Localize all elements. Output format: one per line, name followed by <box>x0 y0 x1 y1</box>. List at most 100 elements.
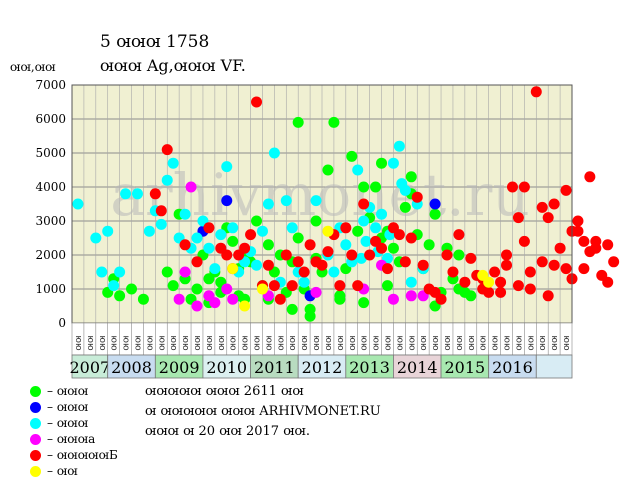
data-point <box>608 256 620 268</box>
legend-label: – ꙕꙕ <box>47 464 78 478</box>
data-point <box>578 263 590 275</box>
year-label: 2015 <box>444 358 485 377</box>
data-point <box>167 157 179 169</box>
data-point <box>292 256 304 268</box>
legend-item: – ꙕꙕꙕa <box>30 431 95 447</box>
data-point <box>376 242 388 254</box>
data-point <box>221 161 233 173</box>
data-point <box>602 276 614 288</box>
data-point <box>280 195 292 207</box>
x-tick-label: ꙕꙕ <box>455 335 465 350</box>
x-tick-label: ꙕꙕ <box>360 335 370 350</box>
year-label: 2010 <box>206 358 247 377</box>
year-label: 2011 <box>254 358 295 377</box>
chart-title: 5 ꙕꙕꙕ 1758 <box>100 32 210 52</box>
data-point <box>316 259 328 271</box>
data-point <box>72 198 84 210</box>
data-point <box>495 276 507 288</box>
x-tick-label: ꙕꙕ <box>229 335 239 350</box>
data-point <box>304 310 316 322</box>
data-point <box>578 235 590 247</box>
data-point <box>352 280 364 292</box>
data-point <box>114 266 126 278</box>
data-point <box>292 116 304 128</box>
data-point <box>298 266 310 278</box>
data-point <box>131 188 143 200</box>
x-tick-label: ꙕꙕ <box>372 335 382 350</box>
data-point <box>429 208 441 220</box>
data-point <box>179 208 191 220</box>
data-point <box>221 249 233 261</box>
data-point <box>179 266 191 278</box>
x-tick-label: ꙕꙕ <box>538 335 548 350</box>
data-point <box>221 283 233 295</box>
data-point <box>298 276 310 288</box>
year-label: 2009 <box>159 358 200 377</box>
x-tick-label: ꙕꙕ <box>550 335 560 350</box>
year-label: 2014 <box>397 358 438 377</box>
x-tick-label: ꙕꙕ <box>395 335 405 350</box>
data-point <box>268 147 280 159</box>
data-point <box>364 249 376 261</box>
data-point <box>360 235 372 247</box>
legend-marker <box>30 465 41 477</box>
legend-label: – ꙕꙕꙕa <box>47 432 96 446</box>
data-point <box>209 297 221 309</box>
data-point <box>376 157 388 169</box>
y-tick-label: 7000 <box>35 78 66 92</box>
data-point <box>560 184 572 196</box>
data-point <box>203 242 215 254</box>
x-tick-label: ꙕꙕ <box>253 335 263 350</box>
y-tick-label: 3000 <box>35 214 66 228</box>
data-point <box>411 191 423 203</box>
x-tick-label: ꙕꙕ <box>467 335 477 350</box>
data-point <box>465 290 477 302</box>
info-date: ꙕꙕꙕ ꙕ 20 ꙕꙕ 2017 ꙕꙕ. <box>145 424 310 439</box>
data-point <box>251 215 263 227</box>
x-tick-label: ꙕꙕ <box>264 335 274 350</box>
data-point <box>459 276 471 288</box>
data-point <box>340 239 352 251</box>
data-point <box>96 266 108 278</box>
data-point <box>387 157 399 169</box>
info-total: ꙕꙕꙕꙕꙕ ꙕꙕꙕ 2611 ꙕꙕ <box>145 384 304 399</box>
data-point <box>554 242 566 254</box>
x-tick-label: ꙕꙕ <box>491 335 501 350</box>
y-tick-label: 0 <box>58 316 66 330</box>
data-point <box>221 195 233 207</box>
data-point <box>286 280 298 292</box>
data-point <box>322 164 334 176</box>
data-point <box>328 116 340 128</box>
x-tick-label: ꙕꙕ <box>514 335 524 350</box>
x-tick-label: ꙕꙕ <box>312 335 322 350</box>
data-point <box>328 266 340 278</box>
data-point <box>536 201 548 213</box>
data-point <box>572 215 584 227</box>
y-tick-label: 4000 <box>35 180 66 194</box>
info-source: ꙕ ꙕꙕꙕꙕꙕ ꙕꙕꙕ ARHIVMONET.RU <box>145 404 381 419</box>
data-point <box>173 293 185 305</box>
data-point <box>399 201 411 213</box>
data-point <box>358 297 370 309</box>
data-point <box>304 239 316 251</box>
data-point <box>334 280 346 292</box>
data-point <box>227 235 239 247</box>
data-point <box>393 140 405 152</box>
data-point <box>518 235 530 247</box>
data-point <box>530 86 542 98</box>
data-point <box>251 259 263 271</box>
x-tick-label: ꙕꙕ <box>86 335 96 350</box>
data-point <box>346 249 358 261</box>
data-point <box>512 212 524 224</box>
data-point <box>334 290 346 302</box>
x-tick-label: ꙕꙕ <box>241 335 251 350</box>
data-point <box>447 266 459 278</box>
y-tick-label: 5000 <box>35 146 66 160</box>
data-point <box>161 174 173 186</box>
data-point <box>548 259 560 271</box>
x-tick-label: ꙕꙕ <box>169 335 179 350</box>
legend-item: – ꙕꙕꙕꙕꙕБ <box>30 447 118 463</box>
data-point <box>227 263 239 275</box>
data-point <box>310 286 322 298</box>
